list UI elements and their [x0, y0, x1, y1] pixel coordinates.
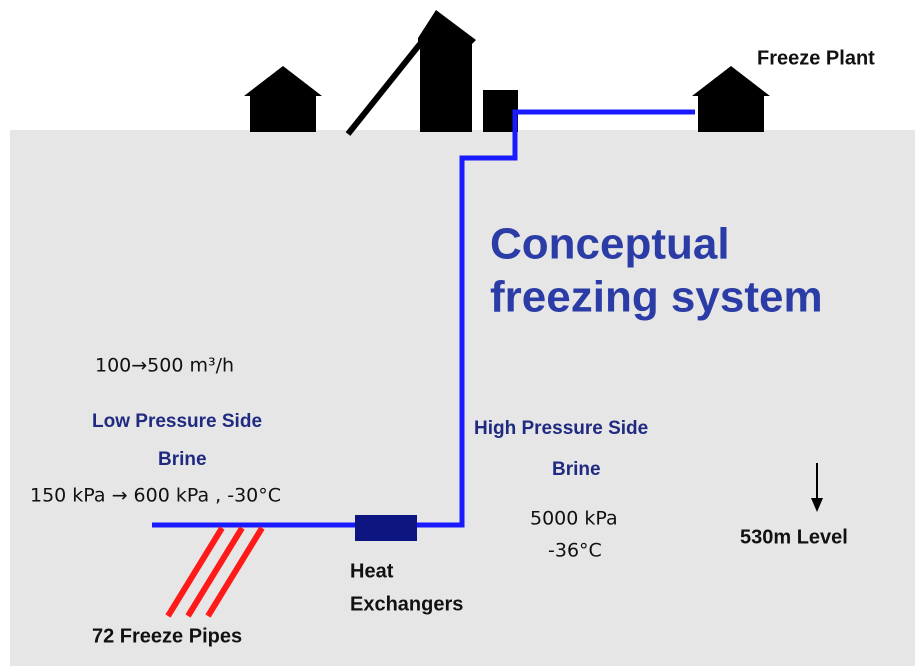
plant-roof — [692, 66, 770, 96]
high-pressure-temperature: -36°C — [548, 540, 602, 562]
hoist-house — [483, 90, 518, 132]
heat-exchanger-label: Heat — [350, 560, 394, 582]
freeze-pipe — [185, 526, 245, 618]
headframe — [420, 42, 472, 132]
house-roof — [244, 66, 322, 96]
surface-buildings — [244, 10, 770, 136]
headframe-cap — [418, 10, 476, 44]
high-pressure-value: 5000 kPa — [530, 508, 618, 530]
house — [250, 96, 316, 132]
high-pressure-fluid: Brine — [552, 459, 601, 480]
low-pressure-label: Low Pressure Side — [92, 411, 262, 432]
low-pressure-fluid: Brine — [158, 449, 207, 470]
plant-label: Freeze Plant — [757, 47, 875, 69]
flow-rate: 100→500 m³/h — [95, 355, 234, 377]
title-line: freezing system — [490, 273, 823, 322]
freeze-pipes-label: 72 Freeze Pipes — [92, 625, 242, 647]
freeze-plant — [698, 96, 764, 132]
heat-exchanger-label: Exchangers — [350, 593, 463, 615]
conveyor — [345, 42, 423, 136]
freeze-pipe — [165, 526, 225, 618]
level-arrow-head — [811, 498, 823, 512]
freeze-pipe — [205, 526, 265, 618]
level-label: 530m Level — [740, 526, 848, 548]
high-pressure-label: High Pressure Side — [474, 418, 648, 439]
heat-exchanger — [355, 515, 417, 541]
freeze-pipes — [165, 526, 265, 618]
low-pressure-conditions: 150 kPa → 600 kPa , -30°C — [30, 485, 281, 507]
title-line: Conceptual — [490, 220, 730, 269]
